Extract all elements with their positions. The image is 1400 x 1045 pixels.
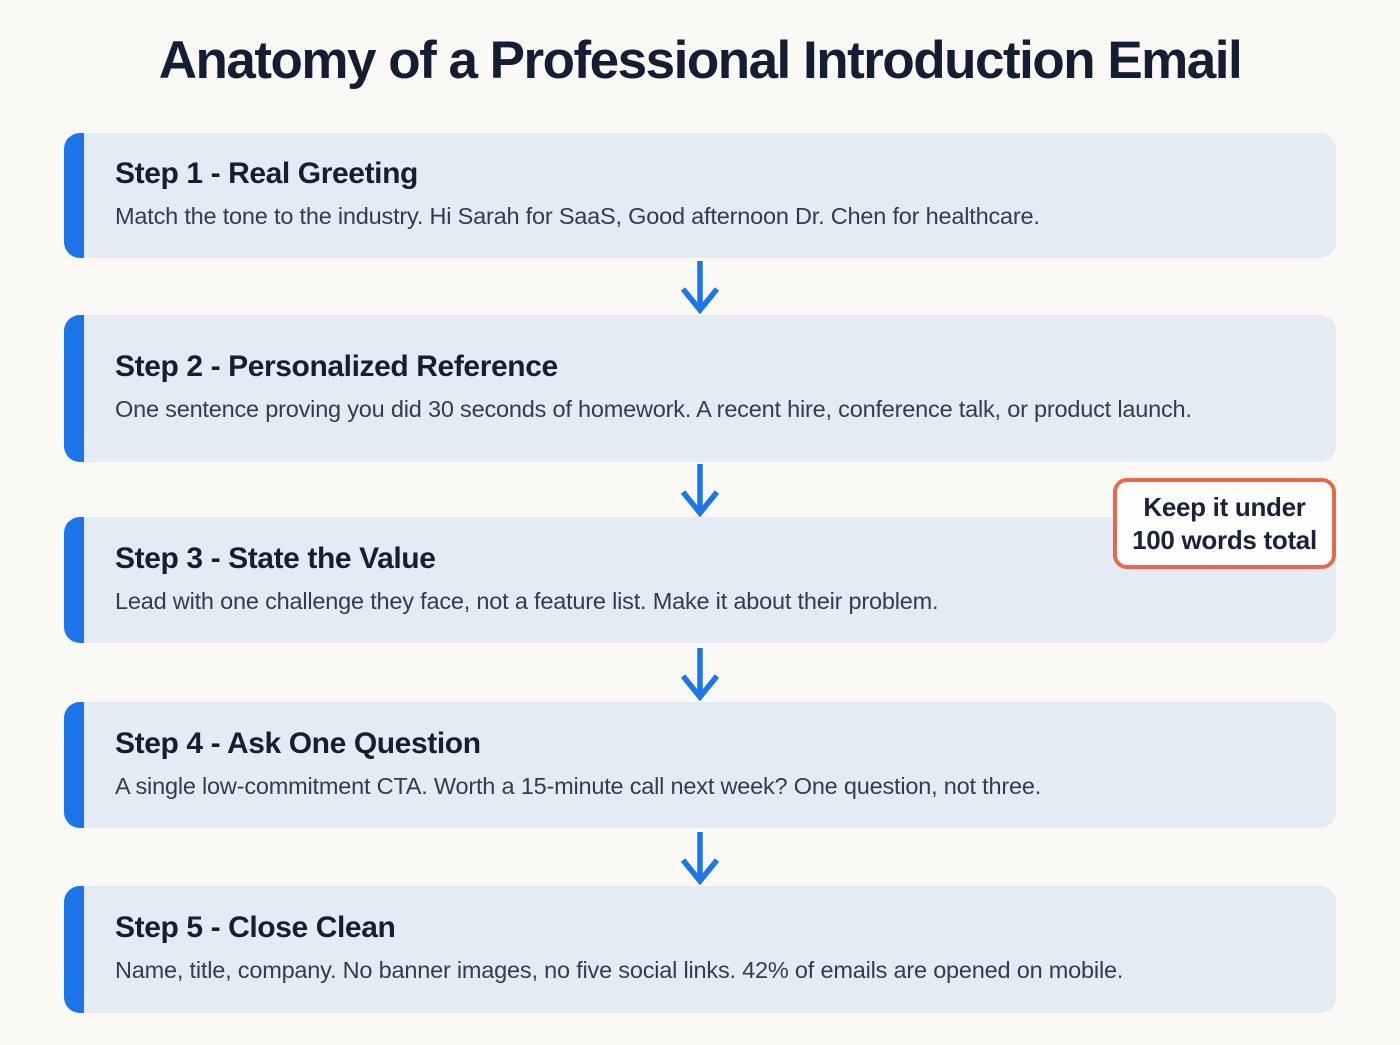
step-box-5: Step 5 - Close Clean Name, title, compan…	[64, 886, 1336, 1013]
step-box-4: Step 4 - Ask One Question A single low-c…	[64, 702, 1336, 828]
step-accent-bar	[64, 702, 84, 828]
down-arrow-icon	[680, 832, 720, 885]
step-heading: Step 4 - Ask One Question	[115, 726, 481, 760]
step-heading: Step 1 - Real Greeting	[115, 157, 418, 191]
step-body: Lead with one challenge they face, not a…	[115, 587, 939, 614]
callout-note: Keep it under 100 words total	[1113, 478, 1336, 569]
step-accent-bar	[64, 886, 84, 1013]
step-heading: Step 5 - Close Clean	[115, 911, 396, 945]
callout-line-1: Keep it under	[1143, 492, 1306, 522]
callout-line-2: 100 words total	[1132, 524, 1317, 555]
step-box-1: Step 1 - Real Greeting Match the tone to…	[64, 133, 1336, 258]
step-heading: Step 2 - Personalized Reference	[115, 350, 558, 384]
down-arrow-icon	[680, 261, 720, 314]
step-accent-bar	[64, 315, 84, 462]
step-body: Match the tone to the industry. Hi Sarah…	[115, 203, 1040, 230]
step-body: A single low-commitment CTA. Worth a 15-…	[115, 772, 1042, 799]
page-title: Anatomy of a Professional Introduction E…	[158, 31, 1243, 90]
step-box-2: Step 2 - Personalized Reference One sent…	[64, 315, 1336, 462]
step-body: Name, title, company. No banner images, …	[115, 957, 1124, 984]
step-accent-bar	[64, 133, 84, 258]
step-accent-bar	[64, 517, 84, 643]
step-heading: Step 3 - State the Value	[115, 541, 436, 575]
down-arrow-icon	[680, 648, 720, 701]
step-body: One sentence proving you did 30 seconds …	[115, 396, 1192, 423]
down-arrow-icon	[680, 464, 720, 517]
